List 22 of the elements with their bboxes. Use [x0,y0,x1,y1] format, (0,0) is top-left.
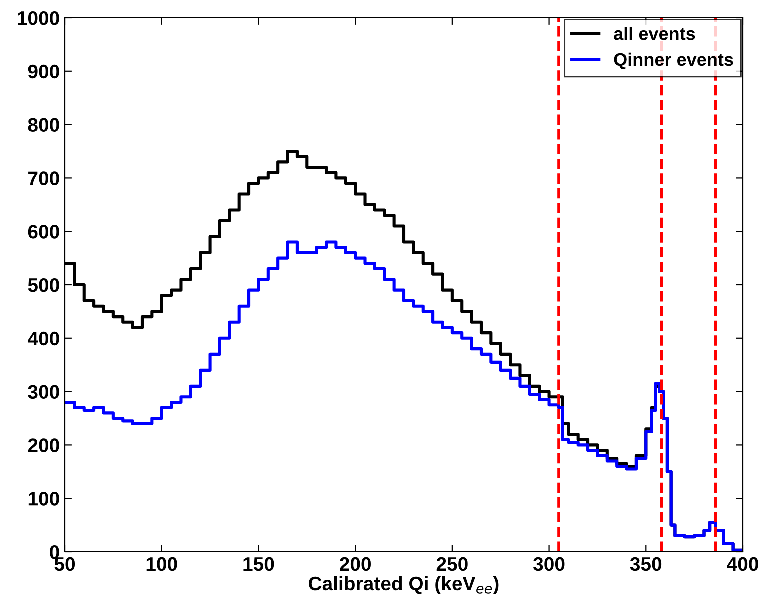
x-axis-title: Calibrated Qi (keV$_{ee}$) [309,576,499,594]
y-tick-label: 100 [28,492,60,506]
y-tick-label: 700 [28,172,60,186]
x-tick-label: 300 [534,557,565,572]
y-tick-label: 200 [28,438,60,452]
legend-label: Qinner events [614,52,734,70]
x-tick-label: 200 [340,557,371,572]
y-tick-label: 0 [50,545,60,560]
x-tick-label: 100 [146,557,178,572]
x-tick-label: 50 [54,557,76,572]
y-tick-label: 1000 [18,11,60,26]
y-tick-label: 900 [28,64,60,79]
x-tick-label: 150 [244,557,274,572]
legend-label: all events [614,27,696,40]
x-tick-label: 250 [436,557,468,572]
y-tick-label: 500 [28,278,60,292]
x-tick-label: 400 [727,557,758,572]
y-tick-label: 800 [28,118,60,132]
y-tick-label: 600 [28,225,60,239]
y-tick-label: 300 [28,385,60,400]
y-tick-label: 400 [28,332,60,346]
x-tick-label: 350 [630,557,662,572]
